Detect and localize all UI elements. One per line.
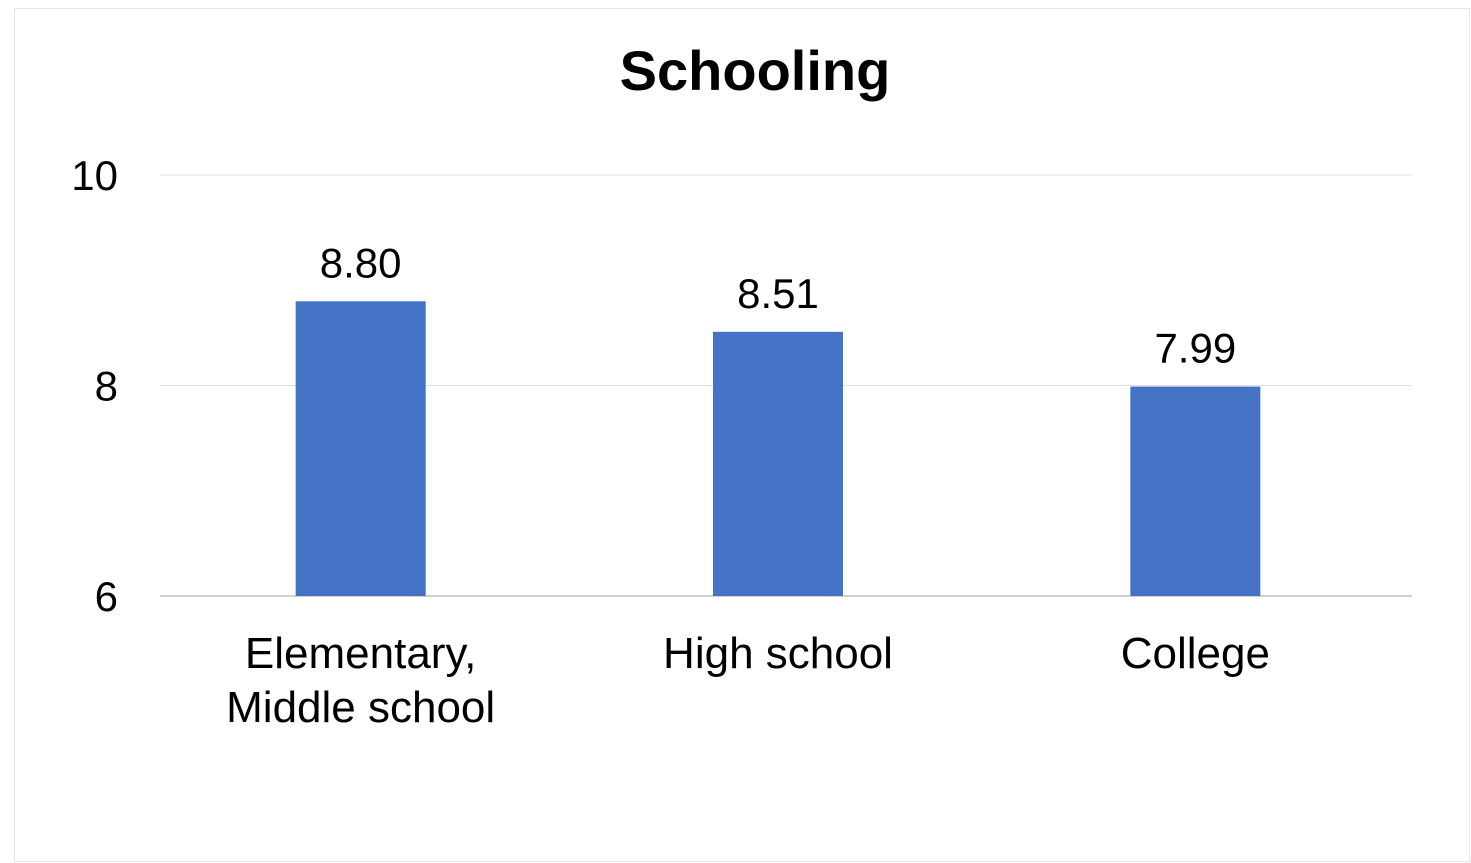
x-category-label: College [1121, 629, 1270, 678]
chart-title: Schooling [620, 39, 891, 102]
x-category-label: Elementary, Middle school [226, 629, 495, 732]
y-tick-label: 8 [95, 363, 118, 410]
y-tick-label: 10 [71, 152, 118, 199]
x-axis-categories: Elementary, Middle school High school Colle… [226, 629, 1270, 732]
bar [295, 301, 426, 596]
bar [1130, 386, 1261, 596]
bar [713, 331, 843, 596]
y-axis-ticks: 6 8 10 [71, 152, 118, 620]
x-category-label: High school [663, 629, 893, 678]
data-labels: 8.80 8.51 7.99 [320, 239, 1236, 371]
data-label: 8.80 [320, 239, 402, 286]
data-label: 8.51 [737, 270, 819, 317]
y-tick-label: 6 [95, 573, 118, 620]
bars [295, 301, 1261, 596]
data-label: 7.99 [1154, 325, 1236, 372]
